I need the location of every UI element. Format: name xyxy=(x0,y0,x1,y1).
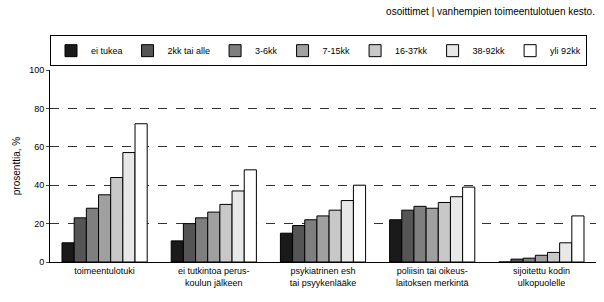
svg-text:0: 0 xyxy=(39,257,44,267)
svg-text:ei tutkintoa perus-koulun jälk: ei tutkintoa perus-koulun jälkeen xyxy=(178,266,250,288)
svg-text:poliisin tai oikeus-laitoksen: poliisin tai oikeus-laitoksen merkintä xyxy=(396,266,469,288)
svg-text:yli 92kk: yli 92kk xyxy=(550,46,581,56)
svg-text:7-15kk: 7-15kk xyxy=(323,46,351,56)
svg-text:16-37kk: 16-37kk xyxy=(395,46,428,56)
svg-text:osoittimet | vanhempien toimee: osoittimet | vanhempien toimeentulotuen … xyxy=(386,6,595,17)
svg-text:3-6kk: 3-6kk xyxy=(255,46,278,56)
svg-text:toimeentulotuki: toimeentulotuki xyxy=(74,266,135,276)
svg-text:2kk tai alle: 2kk tai alle xyxy=(168,46,211,56)
svg-text:20: 20 xyxy=(34,219,44,229)
svg-text:80: 80 xyxy=(34,104,44,114)
svg-text:38-92kk: 38-92kk xyxy=(473,46,506,56)
svg-text:psykiatrinen eshtai psyykenlää: psykiatrinen eshtai psyykenlääke xyxy=(290,266,357,288)
svg-text:60: 60 xyxy=(34,142,44,152)
svg-text:40: 40 xyxy=(34,180,44,190)
svg-text:ei tukea: ei tukea xyxy=(91,46,123,56)
svg-text:sijoitettu kodinulkopuolelle: sijoitettu kodinulkopuolelle xyxy=(513,266,570,288)
svg-text:prosenttia, %: prosenttia, % xyxy=(11,137,22,195)
svg-text:100: 100 xyxy=(29,65,44,75)
